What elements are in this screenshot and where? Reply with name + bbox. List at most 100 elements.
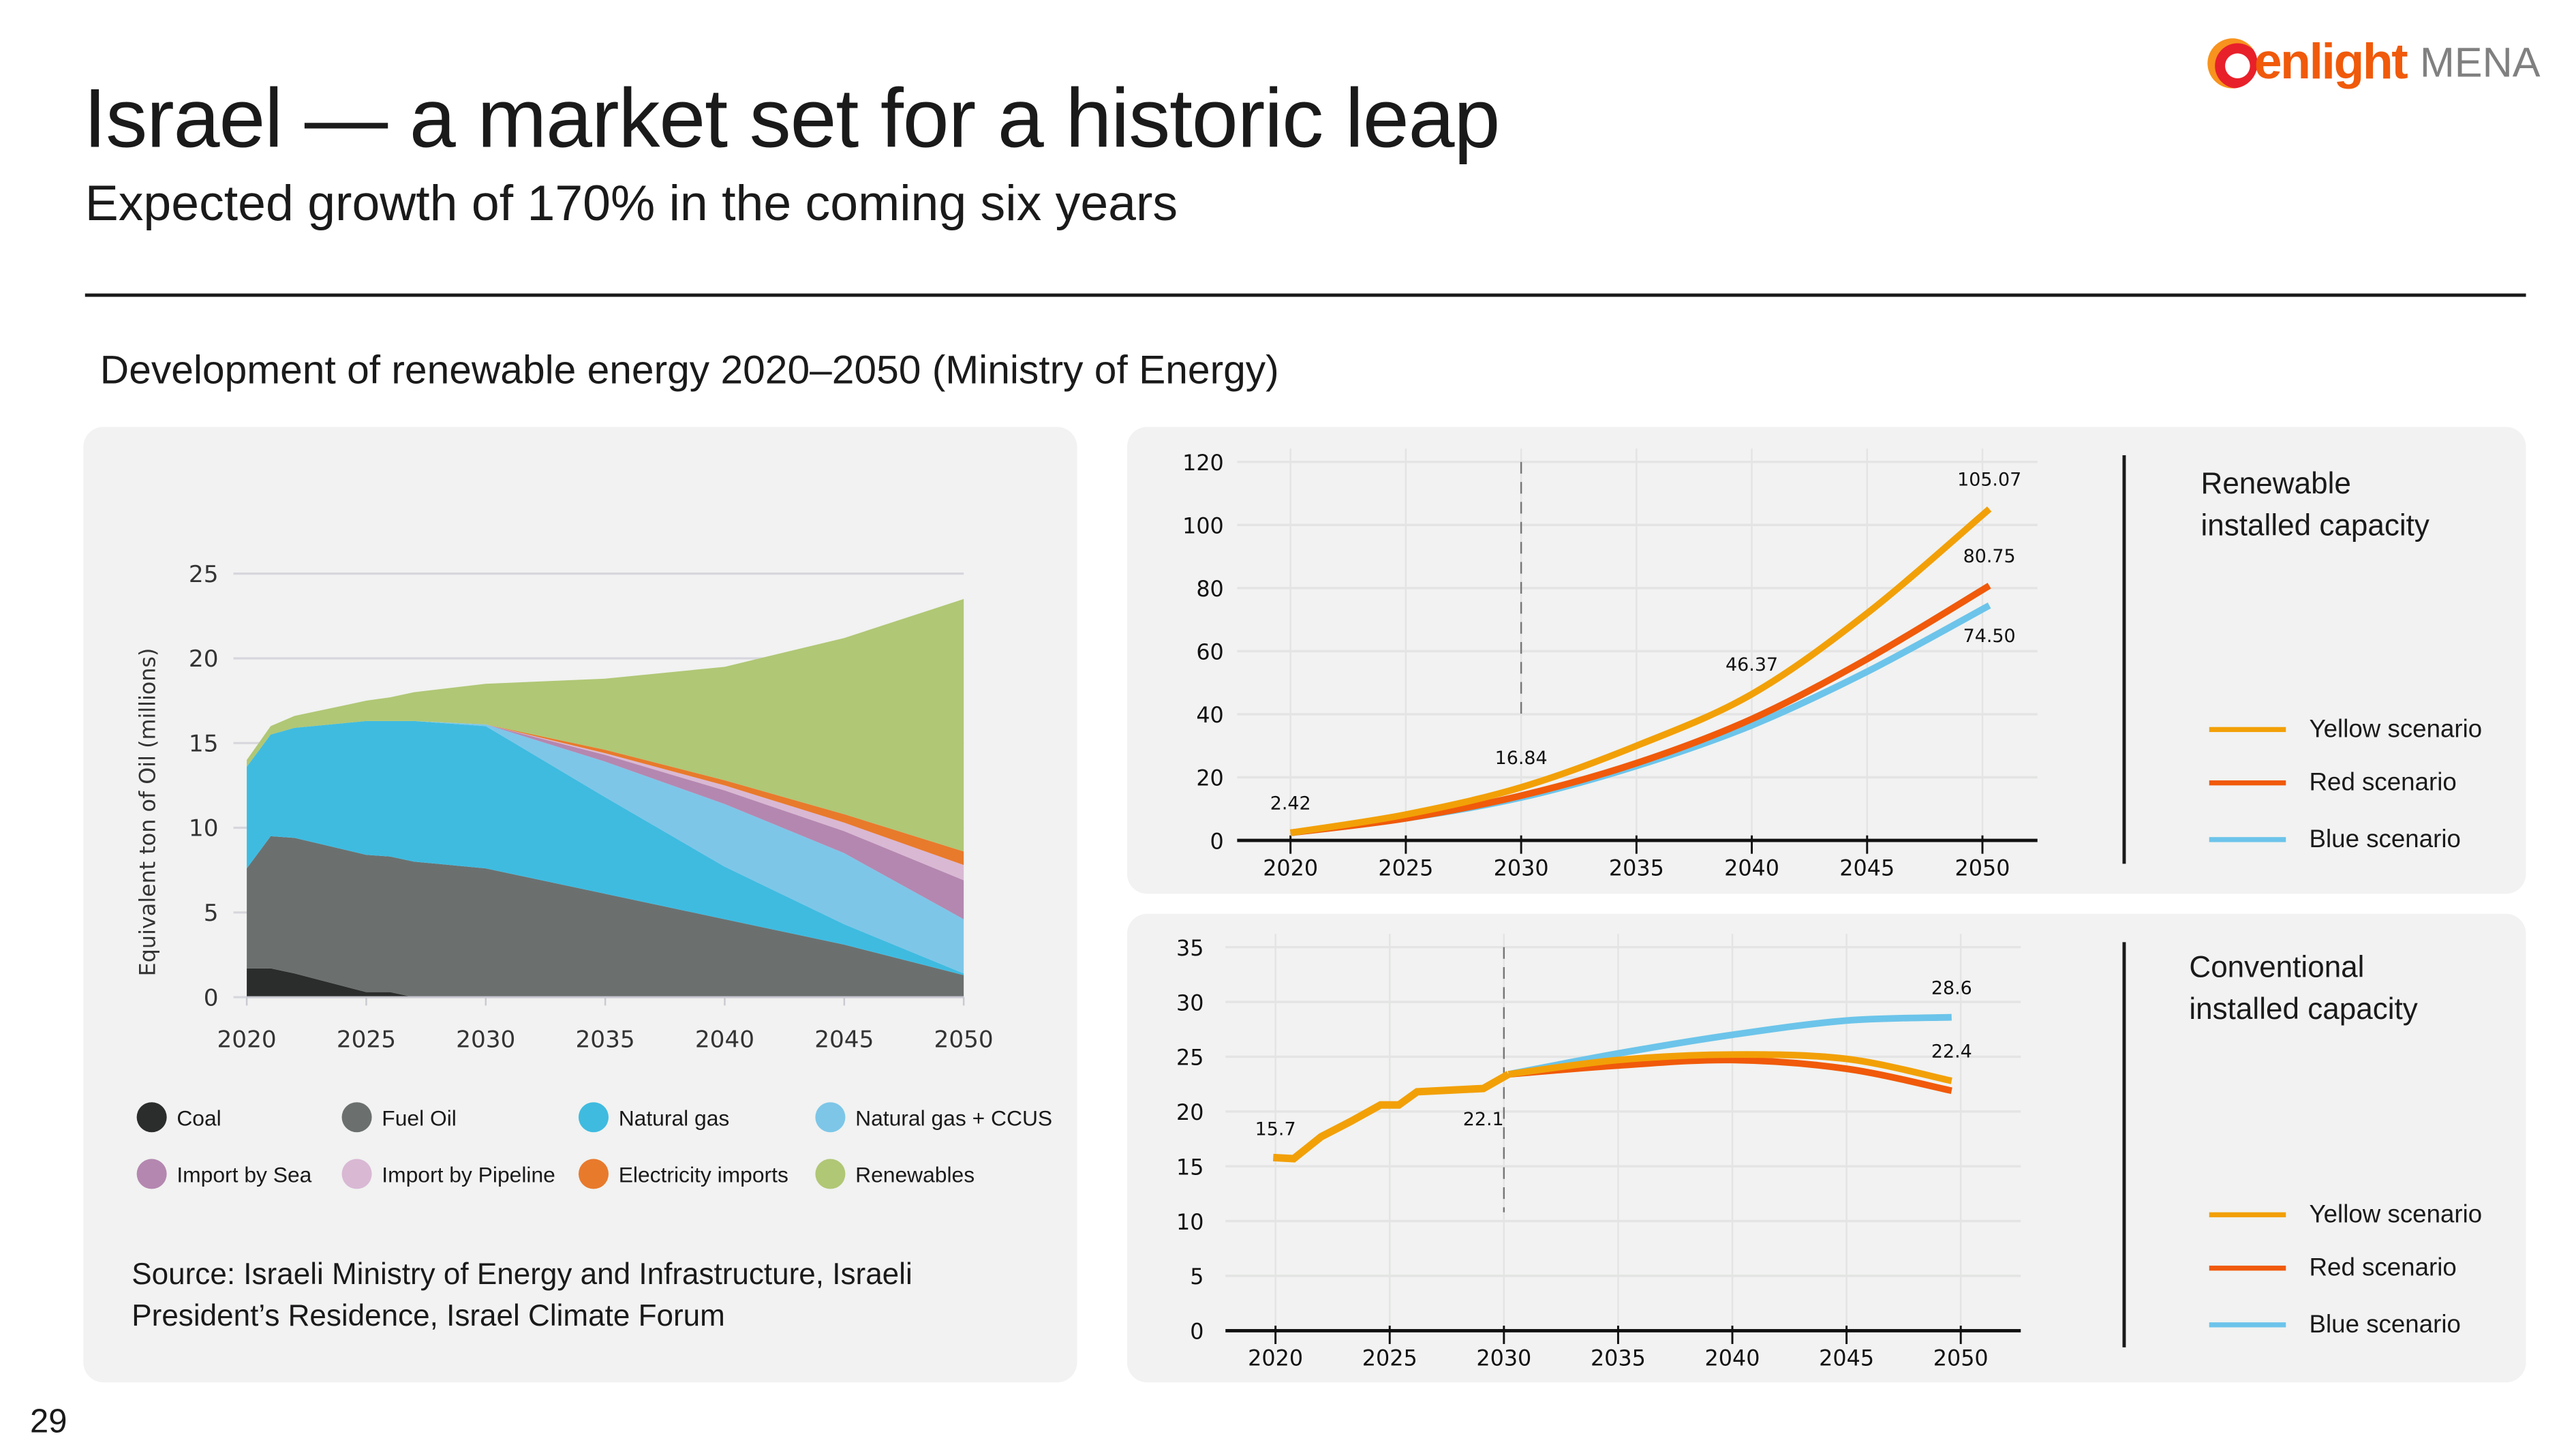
legend-label: Blue scenario bbox=[2309, 825, 2461, 854]
y-tick-label: 0 bbox=[1210, 829, 1224, 854]
data-label: 28.6 bbox=[1931, 977, 1972, 998]
x-tick-label: 2040 bbox=[695, 1026, 754, 1053]
legend-item: Renewables bbox=[815, 1159, 975, 1189]
legend-swatch bbox=[341, 1102, 372, 1133]
renewable-chart-title: Renewable installed capacity bbox=[2201, 467, 2429, 543]
y-tick-label: 40 bbox=[1196, 703, 1223, 728]
legend-label: Coal bbox=[177, 1104, 221, 1130]
x-tick-label: 2025 bbox=[1362, 1346, 1417, 1371]
legend-label: Fuel Oil bbox=[382, 1104, 457, 1130]
x-tick-label: 2050 bbox=[1933, 1346, 1989, 1371]
y-tick-label: 5 bbox=[204, 900, 219, 927]
x-tick-label: 2025 bbox=[337, 1026, 396, 1053]
legend-swatch bbox=[136, 1102, 167, 1133]
x-tick-label: 2020 bbox=[217, 1026, 277, 1053]
x-tick-label: 2040 bbox=[1724, 855, 1779, 881]
legend-label: Import by Pipeline bbox=[382, 1161, 555, 1187]
data-label: 74.50 bbox=[1963, 626, 2016, 647]
legend-label: Red scenario bbox=[2309, 768, 2457, 797]
y-tick-label: 5 bbox=[1190, 1264, 1203, 1290]
page-number: 29 bbox=[30, 1404, 67, 1441]
y-tick-label: 15 bbox=[189, 730, 219, 757]
x-tick-label: 2035 bbox=[1609, 855, 1664, 881]
legend-item: Electricity imports bbox=[578, 1159, 788, 1189]
x-tick-label: 2050 bbox=[1955, 855, 2010, 881]
x-tick-label: 2020 bbox=[1263, 855, 1318, 881]
legend-item: Blue scenario bbox=[2209, 1311, 2461, 1339]
conventional-capacity-panel bbox=[1126, 913, 2526, 1383]
y-tick-label: 100 bbox=[1182, 514, 1224, 539]
legend-item: Yellow scenario bbox=[2209, 716, 2482, 744]
legend-label: Electricity imports bbox=[618, 1161, 788, 1187]
area-natural-gas bbox=[247, 720, 964, 975]
data-label: 46.37 bbox=[1726, 654, 1778, 675]
area-coal bbox=[247, 968, 964, 998]
x-tick-label: 2040 bbox=[1705, 1346, 1760, 1371]
logo-text: enlight bbox=[2254, 35, 2408, 91]
logo: enlight MENA bbox=[2207, 30, 2541, 97]
legend-item: Blue scenario bbox=[2209, 825, 2461, 854]
legend-swatch bbox=[341, 1159, 372, 1189]
conventional-divider bbox=[2122, 942, 2126, 1347]
area-renewables bbox=[247, 598, 964, 852]
y-tick-label: 25 bbox=[1176, 1046, 1203, 1071]
legend-label: Blue scenario bbox=[2309, 1311, 2461, 1339]
y-tick-label: 30 bbox=[1176, 990, 1203, 1016]
x-tick-label: 2030 bbox=[456, 1026, 515, 1053]
legend-label: Yellow scenario bbox=[2309, 715, 2483, 744]
logo-suffix: MENA bbox=[2419, 39, 2541, 86]
y-tick-label: 15 bbox=[1176, 1155, 1203, 1180]
legend-swatch bbox=[2209, 837, 2286, 842]
data-label: 22.1 bbox=[1463, 1109, 1504, 1130]
legend-swatch bbox=[815, 1159, 846, 1189]
series-line-red bbox=[1290, 583, 1991, 836]
area-natural-gas-ccus bbox=[247, 720, 964, 974]
legend-label: Natural gas + CCUS bbox=[855, 1104, 1053, 1130]
legend-swatch bbox=[136, 1159, 167, 1189]
legend-swatch bbox=[815, 1102, 846, 1133]
area-fuel-oil bbox=[247, 836, 964, 998]
data-label: 80.75 bbox=[1963, 546, 2016, 567]
legend-label: Yellow scenario bbox=[2309, 1200, 2483, 1230]
series-line-red bbox=[1508, 1056, 1952, 1095]
legend-label: Red scenario bbox=[2309, 1253, 2457, 1283]
header-divider bbox=[85, 293, 2526, 297]
x-tick-label: 2045 bbox=[1819, 1346, 1874, 1371]
page-subtitle: Expected growth of 170% in the coming si… bbox=[85, 177, 1178, 232]
legend-swatch bbox=[2209, 780, 2286, 786]
legend-item: Natural gas bbox=[578, 1102, 730, 1133]
x-tick-label: 2045 bbox=[814, 1026, 874, 1053]
y-tick-label: 0 bbox=[204, 984, 219, 1011]
y-tick-label: 35 bbox=[1176, 936, 1203, 961]
legend-swatch bbox=[2209, 1322, 2286, 1328]
x-tick-label: 2045 bbox=[1839, 855, 1895, 881]
source-note: Source: Israeli Ministry of Energy and I… bbox=[132, 1257, 913, 1332]
conventional-chart-title: Conventional installed capacity bbox=[2189, 950, 2418, 1026]
series-line-blue bbox=[1507, 1013, 1952, 1078]
y-tick-label: 20 bbox=[1176, 1100, 1203, 1125]
legend-item: Coal bbox=[136, 1102, 221, 1133]
y-axis-label: Equivalent ton of Oil (millions) bbox=[136, 648, 161, 977]
data-label: 2.42 bbox=[1270, 793, 1311, 814]
data-label: 105.07 bbox=[1957, 470, 2021, 491]
logo-mark-icon bbox=[2207, 38, 2258, 89]
area-import-by-sea bbox=[247, 720, 964, 919]
y-tick-label: 20 bbox=[189, 645, 219, 673]
data-label: 16.84 bbox=[1495, 748, 1548, 769]
x-tick-label: 2020 bbox=[1248, 1346, 1303, 1371]
series-line-yellow bbox=[1289, 506, 1992, 836]
x-tick-label: 2035 bbox=[576, 1026, 635, 1053]
y-tick-label: 10 bbox=[1176, 1210, 1203, 1235]
y-tick-label: 120 bbox=[1182, 451, 1224, 476]
x-tick-label: 2025 bbox=[1378, 855, 1433, 881]
legend-item: Red scenario bbox=[2209, 1253, 2457, 1283]
legend-label: Natural gas bbox=[618, 1104, 730, 1130]
renewable-divider bbox=[2122, 455, 2126, 864]
legend-swatch bbox=[578, 1159, 609, 1189]
legend-item: Natural gas + CCUS bbox=[815, 1102, 1053, 1133]
legend-item: Import by Pipeline bbox=[341, 1159, 555, 1189]
legend-swatch bbox=[2209, 1212, 2286, 1218]
